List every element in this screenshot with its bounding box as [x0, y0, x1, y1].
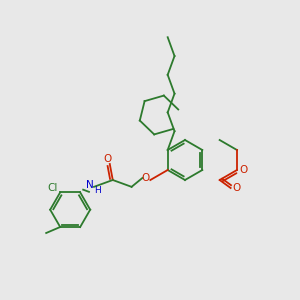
Text: Cl: Cl [47, 183, 57, 194]
Text: O: O [103, 154, 112, 164]
Text: O: O [232, 183, 241, 193]
Text: O: O [141, 173, 149, 183]
Text: H: H [94, 186, 101, 195]
Text: N: N [86, 180, 94, 190]
Text: O: O [240, 165, 248, 175]
